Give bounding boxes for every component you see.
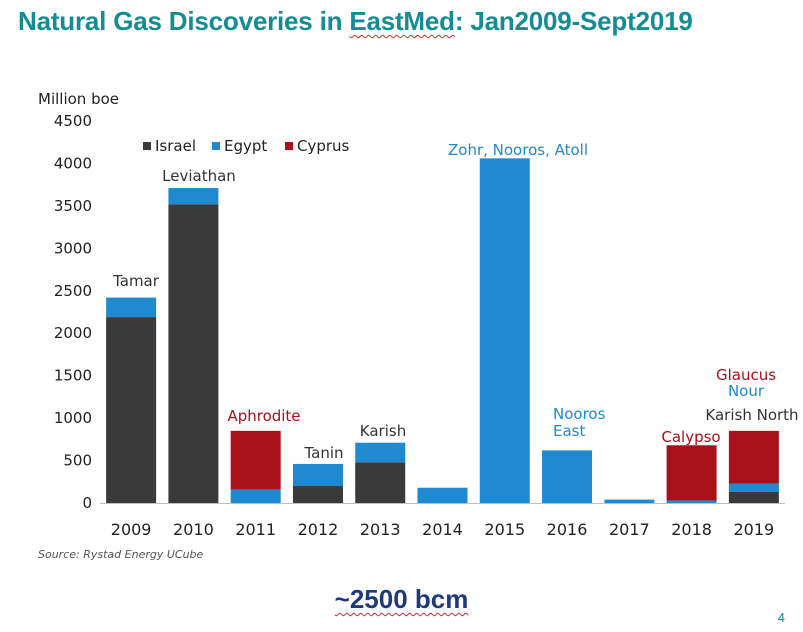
legend-swatch-cyprus <box>285 142 293 150</box>
x-tick-label: 2009 <box>111 520 152 539</box>
annotation-label: Karish North <box>705 406 798 424</box>
y-tick-label: 3000 <box>54 239 92 257</box>
annotation-label: Aphrodite <box>227 407 300 425</box>
y-tick-label: 4000 <box>54 154 92 172</box>
chart-source: Source: Rystad Energy UCube <box>38 548 204 561</box>
bar-israel-2009 <box>106 317 157 503</box>
annotation-label: Karish <box>360 422 406 440</box>
bar-egypt-2015 <box>479 158 530 503</box>
legend-swatch-egypt <box>212 142 220 150</box>
bar-egypt-2016 <box>542 450 593 503</box>
y-tick-label: 2000 <box>54 324 92 342</box>
x-tick-label: 2011 <box>235 520 276 539</box>
legend-label-cyprus: Cyprus <box>297 137 350 155</box>
bar-egypt-2017 <box>604 499 655 503</box>
annotation-label: Calypso <box>661 428 720 446</box>
x-tick-label: 2018 <box>671 520 712 539</box>
bar-cyprus-2018 <box>666 445 717 501</box>
y-tick-label: 3500 <box>54 197 92 215</box>
legend-label-israel: Israel <box>155 137 196 155</box>
legend-label-egypt: Egypt <box>224 137 267 155</box>
annotation-label: Tanin <box>303 444 343 462</box>
bar-cyprus-2011 <box>230 430 281 490</box>
annotation-label: Leviathan <box>162 167 236 185</box>
y-tick-label: 500 <box>63 452 92 470</box>
y-tick-label: 2500 <box>54 282 92 300</box>
slide-title: Natural Gas Discoveries in EastMed: Jan2… <box>18 6 693 37</box>
bar-egypt-2018 <box>666 500 717 503</box>
y-tick-label: 1500 <box>54 367 92 385</box>
footer-total: ~2500 bcm <box>0 584 803 615</box>
title-part-2: EastMed <box>349 6 455 36</box>
x-tick-label: 2014 <box>422 520 463 539</box>
bar-israel-2010 <box>168 204 219 504</box>
title-part-3: : Jan2009-Sept2019 <box>454 6 693 36</box>
annotation-label: Zohr, Nooros, Atoll <box>448 141 588 159</box>
legend-swatch-israel <box>143 142 151 150</box>
x-tick-label: 2017 <box>609 520 650 539</box>
page-number: 4 <box>777 610 785 625</box>
annotation-label: Nour <box>728 382 765 400</box>
bar-israel-2013 <box>355 462 406 503</box>
bar-egypt-2011 <box>230 489 281 503</box>
footer-total-text: ~2500 bcm <box>334 584 469 614</box>
bar-israel-2019 <box>728 491 779 503</box>
bar-egypt-2009 <box>106 297 157 318</box>
bar-egypt-2012 <box>292 463 343 487</box>
y-tick-label: 4500 <box>54 112 92 130</box>
annotation-label: Tamar <box>112 272 160 290</box>
x-tick-label: 2016 <box>547 520 588 539</box>
annotation-label: Nooros <box>553 405 606 423</box>
bar-egypt-2019 <box>728 483 779 492</box>
y-axis-label: Million boe <box>38 90 119 108</box>
x-tick-label: 2013 <box>360 520 401 539</box>
bar-egypt-2010 <box>168 188 219 205</box>
x-tick-label: 2015 <box>484 520 525 539</box>
x-tick-label: 2019 <box>734 520 775 539</box>
bar-cyprus-2019 <box>728 430 779 484</box>
bar-israel-2012 <box>292 486 343 503</box>
y-tick-label: 0 <box>82 494 92 512</box>
bar-egypt-2014 <box>417 487 468 503</box>
bar-egypt-2013 <box>355 442 406 463</box>
y-tick-label: 1000 <box>54 409 92 427</box>
annotation-label: East <box>553 422 585 440</box>
bar-chart: Million boe 0 500 1000 1500 2000 2500 3000 3500 4… <box>38 90 799 539</box>
annotation-label: Glaucus <box>716 366 776 384</box>
x-tick-label: 2012 <box>298 520 339 539</box>
title-part-1: Natural Gas Discoveries in <box>18 6 350 36</box>
x-tick-label: 2010 <box>173 520 214 539</box>
